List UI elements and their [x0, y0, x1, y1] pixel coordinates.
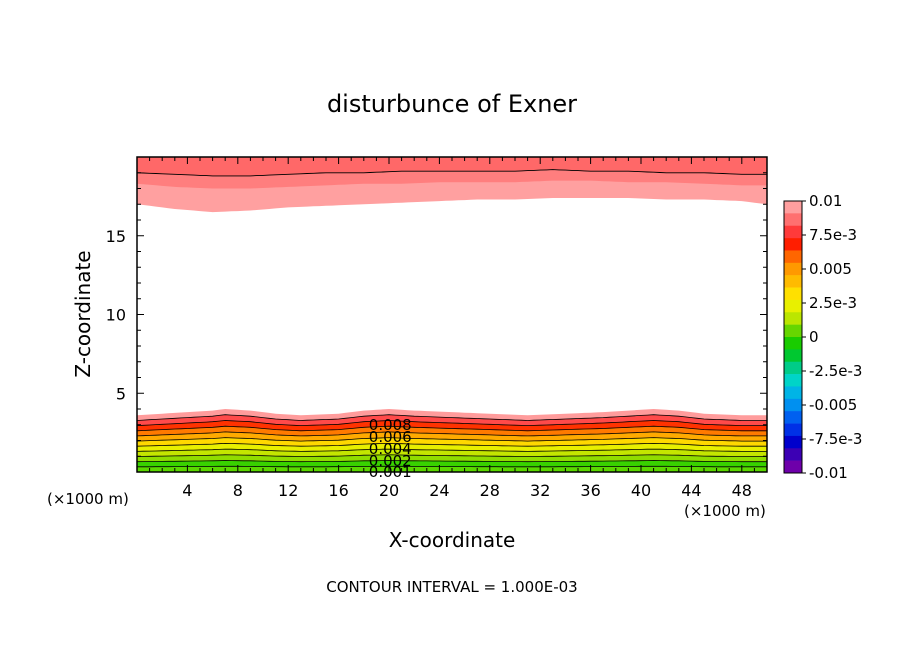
colorbar-swatch: [784, 386, 802, 400]
colorbar-swatch: [784, 287, 802, 301]
contour-line-lower: [136, 448, 767, 452]
x-tick-label: 40: [631, 481, 651, 500]
colorbar-swatch: [784, 324, 802, 338]
contour-line-lower: [136, 431, 767, 437]
colorbar-swatch: [784, 398, 802, 412]
x-tick-label: 48: [732, 481, 752, 500]
colorbar-swatch: [784, 299, 802, 313]
colorbar: [783, 200, 806, 474]
colorbar-swatch: [784, 423, 802, 437]
x-tick-label: 20: [379, 481, 399, 500]
x-tick-label: 16: [328, 481, 348, 500]
contour-lines: [136, 169, 767, 468]
axis-ticks: [137, 157, 767, 472]
colorbar-swatch: [784, 238, 802, 251]
colorbar-swatch: [784, 411, 802, 424]
y-tick-label: 15: [106, 227, 126, 246]
y-tick-label: 10: [106, 306, 126, 325]
colorbar-label: 0.005: [809, 260, 852, 278]
colorbar-swatch: [784, 225, 802, 239]
contour-label: 0.004: [369, 440, 412, 458]
colorbar-swatch: [784, 213, 802, 227]
contour-fills: [137, 157, 767, 472]
colorbar-label: 0.01: [809, 192, 842, 210]
x-unit-left: (×1000 m): [47, 490, 129, 508]
colorbar-swatch: [784, 250, 802, 264]
colorbar-label: 0: [809, 328, 819, 346]
y-tick-label: 5: [116, 384, 126, 403]
x-tick-label: 4: [182, 481, 192, 500]
x-unit-right: (×1000 m): [684, 502, 766, 520]
colorbar-swatch: [784, 275, 802, 288]
x-tick-label: 8: [233, 481, 243, 500]
colorbar-swatch: [784, 349, 802, 363]
y-axis-label: Z-coordinate: [71, 250, 95, 377]
x-tick-label: 24: [429, 481, 449, 500]
contour-line-lower: [136, 460, 767, 463]
x-tick-label: 36: [580, 481, 600, 500]
y-tick-labels: 5 10 15: [106, 227, 126, 404]
colorbar-swatch: [784, 435, 802, 449]
contour-label: 0.002: [369, 452, 412, 470]
x-tick-labels: 4 8 12 16 20 24 28 32 36 40 44 48: [182, 481, 752, 500]
x-tick-label: 28: [480, 481, 500, 500]
colorbar-labels: 0.01 7.5e-3 0.005 2.5e-3 0 -2.5e-3 -0.005 -7.5e…: [809, 192, 862, 482]
contour-line-lower: [136, 437, 767, 442]
colorbar-swatch: [784, 337, 802, 350]
contour-interval-note: CONTOUR INTERVAL = 1.000E-03: [326, 578, 577, 596]
contour-line-lower: [136, 414, 767, 421]
colorbar-swatch: [784, 448, 802, 461]
colorbar-swatch: [784, 374, 802, 387]
contour-line-lower: [136, 454, 767, 457]
colorbar-swatch: [784, 262, 802, 276]
colorbar-swatch: [784, 460, 802, 474]
colorbar-swatch: [784, 361, 802, 375]
contour-line-upper: [136, 169, 767, 177]
colorbar-label: -0.01: [809, 464, 848, 482]
x-tick-label: 32: [530, 481, 550, 500]
contour-label: 0.008: [369, 416, 412, 434]
contour-line-lower: [137, 465, 767, 468]
contour-line-lower: [136, 420, 767, 427]
contour-line-lower: [136, 425, 767, 432]
contour-label: 0.006: [369, 428, 412, 446]
colorbar-label: -0.005: [809, 396, 857, 414]
colorbar-label: 2.5e-3: [809, 294, 857, 312]
colorbar-label: -7.5e-3: [809, 430, 862, 448]
chart-title: disturbunce of Exner: [327, 90, 577, 118]
colorbar-swatch: [784, 201, 802, 214]
colorbar-label: 7.5e-3: [809, 226, 857, 244]
colorbar-label: -2.5e-3: [809, 362, 862, 380]
colorbar-swatch: [784, 312, 802, 325]
x-tick-label: 12: [278, 481, 298, 500]
x-tick-label: 44: [681, 481, 701, 500]
contour-line-lower: [136, 442, 767, 447]
x-axis-label: X-coordinate: [389, 528, 516, 552]
